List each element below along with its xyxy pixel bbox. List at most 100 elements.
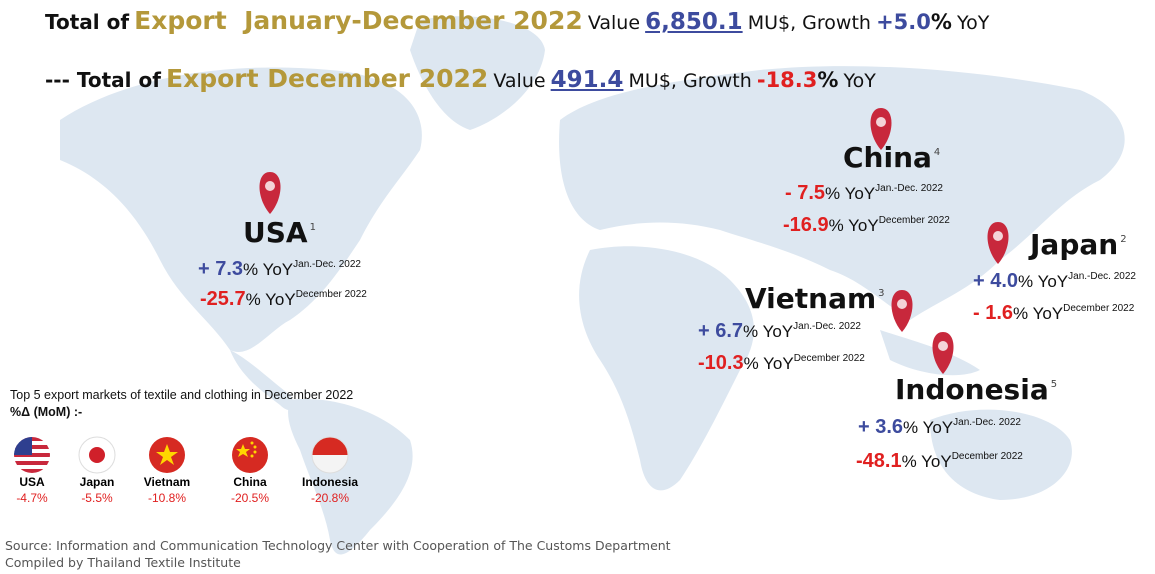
greenland bbox=[410, 16, 545, 130]
africa bbox=[579, 246, 754, 491]
europe-asia bbox=[559, 66, 1125, 320]
text: % bbox=[930, 10, 952, 34]
legend-subtitle: %Δ (MoM) :- bbox=[10, 405, 83, 419]
growth-line: -25.7% YoYDecember 2022 bbox=[200, 288, 367, 311]
growth-line: + 6.7% YoYJan.-Dec. 2022 bbox=[698, 320, 861, 343]
map-pin bbox=[259, 172, 281, 214]
text: --- Total of bbox=[45, 68, 161, 92]
header-line-1: Total of Export January-December 2022 Va… bbox=[45, 6, 989, 35]
unit: % YoY bbox=[901, 452, 952, 471]
unit: % YoY bbox=[743, 322, 794, 341]
period: Jan.-Dec. 2022 bbox=[1068, 271, 1136, 282]
period: December 2022 bbox=[793, 353, 865, 364]
country: Indonesia bbox=[895, 373, 1049, 406]
growth-value: - 1.6 bbox=[973, 302, 1014, 324]
period: Jan.-Dec. 2022 bbox=[953, 417, 1021, 428]
growth: -18.3 bbox=[756, 68, 818, 92]
text: YoY bbox=[957, 12, 990, 34]
flag-mom: -4.7% bbox=[16, 491, 48, 505]
continents bbox=[60, 16, 1125, 555]
australia bbox=[930, 409, 1072, 500]
unit: % YoY bbox=[743, 354, 794, 373]
period: December 2022 bbox=[295, 289, 367, 300]
text: Total of bbox=[45, 10, 130, 34]
flag-country: China bbox=[233, 475, 267, 489]
growth-line: -48.1% YoYDecember 2022 bbox=[856, 450, 1023, 473]
growth-line: + 4.0% YoYJan.-Dec. 2022 bbox=[973, 270, 1136, 293]
flag-country: USA bbox=[19, 475, 45, 489]
unit: % YoY bbox=[1013, 304, 1064, 323]
map-pin bbox=[932, 332, 954, 374]
growth-value: + 6.7 bbox=[698, 320, 744, 342]
flag-country: Japan bbox=[79, 475, 115, 489]
flag-indonesia bbox=[311, 436, 349, 474]
rank: 3 bbox=[878, 288, 885, 299]
unit: % YoY bbox=[903, 418, 954, 437]
growth-line: + 7.3% YoYJan.-Dec. 2022 bbox=[198, 258, 361, 281]
growth-value: + 4.0 bbox=[973, 270, 1019, 292]
source: Source: Information and Communication Te… bbox=[5, 538, 671, 553]
value: 491.4 bbox=[550, 67, 624, 93]
compiled-by: Compiled by Thailand Textile Institute bbox=[5, 555, 241, 570]
period: Jan.-Dec. 2022 bbox=[293, 259, 361, 270]
central-america bbox=[230, 350, 295, 411]
pins bbox=[259, 108, 1009, 374]
flag-japan bbox=[78, 436, 116, 474]
growth-value: -10.3 bbox=[698, 352, 744, 374]
legend-title: Top 5 export markets of textile and clot… bbox=[10, 388, 354, 402]
country: USA bbox=[243, 216, 308, 249]
header-line-2: --- Total of Export December 2022 Value … bbox=[45, 64, 876, 93]
growth-value: - 7.5 bbox=[785, 182, 826, 204]
flag-vietnam bbox=[149, 437, 185, 473]
flag-mom: -20.5% bbox=[230, 491, 270, 505]
growth-value: + 7.3 bbox=[198, 258, 244, 280]
unit: % YoY bbox=[825, 184, 876, 203]
flag-china bbox=[232, 437, 268, 473]
growth-value: -25.7 bbox=[200, 288, 246, 310]
rank: 5 bbox=[1050, 379, 1058, 390]
growth-line: - 1.6% YoYDecember 2022 bbox=[973, 302, 1134, 325]
text: % bbox=[817, 68, 839, 92]
text: Export December 2022 bbox=[166, 64, 489, 93]
unit: % YoY bbox=[1018, 272, 1069, 291]
unit: % YoY bbox=[828, 216, 879, 235]
market-name: USA 1 bbox=[243, 216, 316, 249]
rank: 2 bbox=[1120, 234, 1127, 245]
growth: +5.0 bbox=[876, 10, 931, 34]
text: YoY bbox=[843, 70, 876, 92]
country: China bbox=[843, 141, 932, 174]
growth-line: -16.9% YoYDecember 2022 bbox=[783, 214, 950, 237]
growth-line: - 7.5% YoYJan.-Dec. 2022 bbox=[785, 182, 943, 205]
market-name: Vietnam 3 bbox=[745, 282, 885, 315]
text: Value bbox=[493, 70, 546, 92]
country: Japan bbox=[1030, 228, 1119, 261]
flag-mom: -10.8% bbox=[147, 491, 187, 505]
text: MU$, Growth bbox=[747, 12, 871, 34]
text: MU$, Growth bbox=[628, 70, 752, 92]
rank: 1 bbox=[309, 222, 316, 233]
map-pin bbox=[987, 222, 1009, 264]
growth-value: -48.1 bbox=[856, 450, 902, 472]
period: December 2022 bbox=[951, 451, 1023, 462]
market-name: Japan 2 bbox=[1030, 228, 1127, 261]
southeast-asia bbox=[880, 330, 980, 376]
period: December 2022 bbox=[878, 215, 950, 226]
growth-line: -10.3% YoYDecember 2022 bbox=[698, 352, 865, 375]
growth-value: + 3.6 bbox=[858, 416, 904, 438]
period: Jan.-Dec. 2022 bbox=[793, 321, 861, 332]
flag-country: Vietnam bbox=[143, 475, 191, 489]
period: December 2022 bbox=[1063, 303, 1135, 314]
flags bbox=[14, 436, 349, 474]
value: 6,850.1 bbox=[645, 9, 743, 35]
flag-mom: -20.8% bbox=[310, 491, 350, 505]
map-pin bbox=[891, 290, 913, 332]
country: Vietnam bbox=[745, 282, 877, 315]
unit: % YoY bbox=[245, 290, 296, 309]
text: Export January-December 2022 bbox=[134, 6, 583, 35]
south-america bbox=[288, 399, 413, 555]
period: Jan.-Dec. 2022 bbox=[875, 183, 943, 194]
north-america bbox=[60, 67, 422, 353]
text: Value bbox=[587, 12, 641, 34]
rank: 4 bbox=[933, 147, 941, 158]
